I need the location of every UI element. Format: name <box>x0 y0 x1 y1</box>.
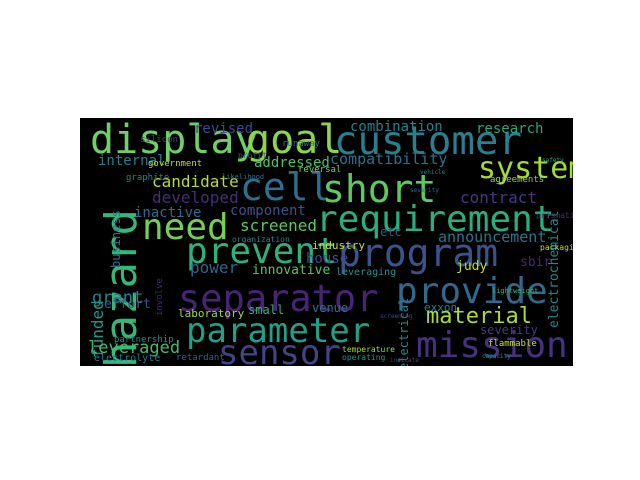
cloud-word-severity: severity <box>480 323 538 337</box>
cloud-word-organization: organization <box>232 235 290 244</box>
cloud-word-cell: cell <box>240 165 332 209</box>
cloud-word-separator: separator <box>178 277 379 320</box>
cloud-word-parameter: parameter <box>186 311 371 351</box>
word-cloud-panel: displaygoalcustomercellshortsystemhazard… <box>80 118 573 366</box>
cloud-word-silicon: silicon <box>140 135 178 145</box>
cloud-word-grant: grant <box>92 288 144 308</box>
cloud-word-business: business <box>109 210 123 268</box>
cloud-word-etc: etc <box>380 225 402 239</box>
cloud-word-judy: judy <box>456 259 488 274</box>
cloud-word-goal: goal <box>246 118 343 163</box>
cloud-word-partnership: partnership <box>114 335 174 345</box>
cloud-word-likelihood: likelihood <box>222 173 265 181</box>
cloud-word-provide: provide <box>396 271 548 312</box>
cloud-word-effort: effort <box>104 297 151 312</box>
cloud-word-material: material <box>426 304 532 329</box>
cloud-word-internal: internal <box>98 153 166 169</box>
cloud-word-involve: involve <box>155 278 165 316</box>
cloud-word-inactive: inactive <box>134 205 202 221</box>
cloud-word-exxon: exxon <box>424 301 458 314</box>
cloud-word-runaway: runaway <box>282 139 320 149</box>
cloud-word-retardant: retardant <box>176 353 225 363</box>
cloud-word-government: government <box>148 159 203 169</box>
cloud-word-electrolyte: electrolyte <box>94 353 161 364</box>
cloud-word-capacity: capacity <box>482 353 511 360</box>
cloud-word-need: need <box>142 207 229 248</box>
cloud-word-compatibility: compatibility <box>330 150 448 168</box>
cloud-word-temperature: temperature <box>342 345 395 354</box>
cloud-word-prismatic: prismatic <box>536 211 573 220</box>
cloud-word-leveraging: leveraging <box>336 267 397 278</box>
cloud-word-sbir: sbir <box>520 255 552 270</box>
cloud-word-combination: combination <box>350 119 443 135</box>
cloud-word-small: small <box>248 303 285 317</box>
cloud-word-vehicle: vehicle <box>420 169 446 176</box>
cloud-word-candidate: candidate <box>152 172 239 191</box>
cloud-word-packaging: packaging <box>540 243 573 252</box>
cloud-word-profit: profit <box>238 151 267 160</box>
cloud-word-safety: safety <box>542 157 564 164</box>
cloud-word-venue: venue <box>312 301 349 315</box>
cloud-word-severity: severity <box>410 187 439 194</box>
cloud-word-mission: mission <box>416 325 568 366</box>
cloud-word-short: short <box>322 167 437 211</box>
cloud-word-component: component <box>230 203 306 219</box>
cloud-word-industry: industry <box>312 239 365 252</box>
cloud-word-display: display <box>90 118 259 163</box>
cloud-word-leveraged: leveraged <box>88 338 181 358</box>
cloud-word-laboratory: laboratory <box>178 307 245 320</box>
cloud-word-lightweight: lightweight <box>492 287 539 295</box>
cloud-word-system: system <box>478 151 573 186</box>
cloud-word-contract: contract <box>460 188 538 207</box>
cloud-word-indicate: indicate <box>390 357 419 364</box>
cloud-word-customer: customer <box>334 119 522 164</box>
cloud-word-screening: screening <box>380 313 413 320</box>
cloud-word-flammable: flammable <box>488 339 537 349</box>
cloud-word-requirement: requirement <box>316 199 555 240</box>
cloud-word-graphite: graphite <box>126 173 170 183</box>
cloud-word-operating: operating <box>342 353 386 362</box>
cloud-word-agreements: agreements <box>490 175 545 185</box>
cloud-word-revised: revised <box>194 121 254 137</box>
cloud-word-house: house <box>306 251 349 267</box>
cloud-word-electrical: electrical <box>397 297 411 366</box>
cloud-word-prevent: prevent <box>186 231 338 272</box>
cloud-word-announcement: announcement <box>438 228 547 246</box>
cloud-word-research: research <box>476 121 544 137</box>
cloud-word-addressed: addressed <box>254 155 330 171</box>
cloud-word-program: program <box>338 231 499 275</box>
cloud-word-screened: screened <box>240 216 318 235</box>
cloud-word-power: power <box>190 258 239 277</box>
cloud-word-sensor: sensor <box>218 333 341 366</box>
cloud-word-innovative: innovative <box>252 263 331 278</box>
cloud-word-developed: developed <box>152 188 239 207</box>
cloud-word-reversal: reversal <box>298 165 342 175</box>
